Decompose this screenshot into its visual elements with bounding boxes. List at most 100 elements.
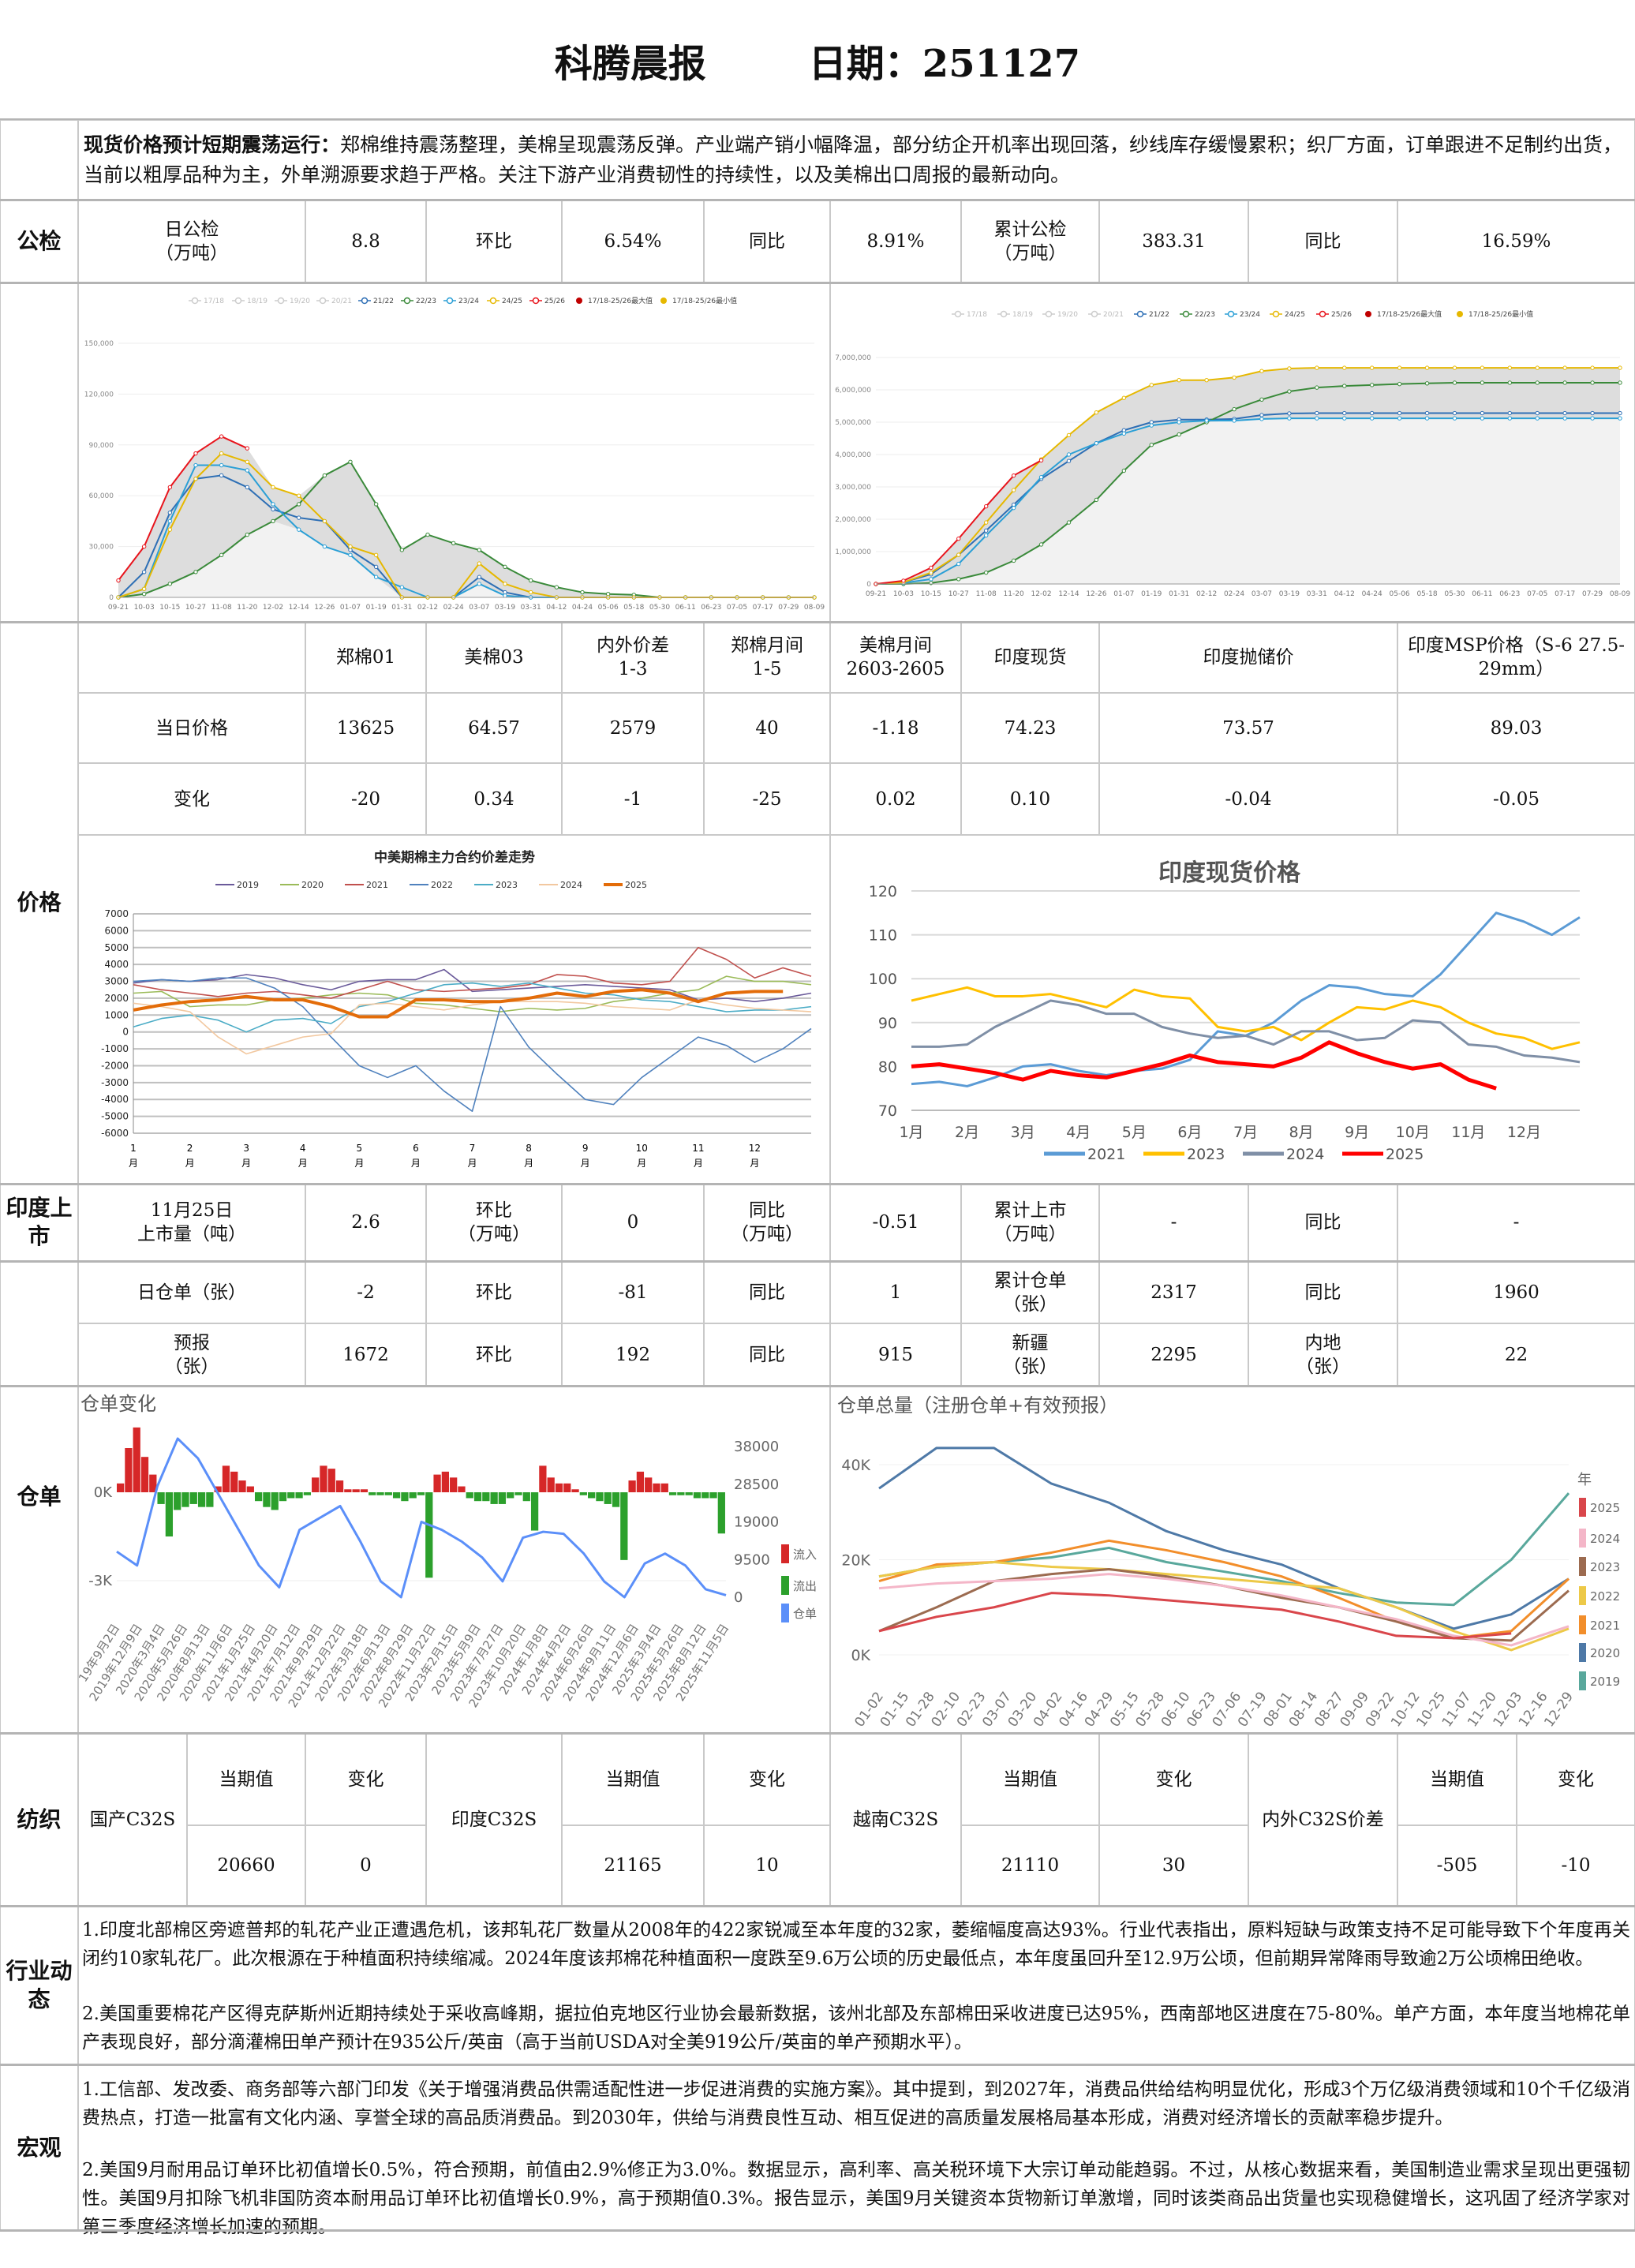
data-point	[1066, 452, 1072, 457]
legend-marker	[234, 297, 242, 305]
data-point	[451, 541, 456, 546]
data-point	[503, 582, 507, 586]
data-point	[322, 544, 327, 549]
table-cell: 40	[704, 693, 830, 763]
data-point	[167, 510, 173, 515]
table-cell: 1960	[1397, 1261, 1635, 1323]
x-tick-label: 01-07	[340, 604, 361, 612]
legend-label: 流出	[793, 1579, 817, 1593]
data-point	[1590, 410, 1595, 416]
legend-swatch	[781, 1576, 789, 1595]
legend-marker	[191, 297, 199, 305]
x-tick-label: 08-09	[1610, 590, 1630, 598]
data-point	[1038, 475, 1044, 480]
legend-label: 19/20	[1057, 311, 1078, 319]
table-cell: -1	[562, 763, 704, 835]
legend-swatch	[1579, 1557, 1586, 1576]
data-point	[1177, 432, 1181, 437]
legend-label: 2024	[1286, 1146, 1324, 1163]
data-point	[477, 574, 482, 579]
chart-title: 仓单总量（注册仓单+有效预报）	[837, 1394, 1118, 1417]
outflow-bar	[604, 1492, 612, 1504]
textile-current-value: 21110	[961, 1825, 1099, 1906]
chart-panel-spread: 中美期棉主力合约价差走势 7000 6000 5000 4000 3000 2000 1000…	[78, 835, 830, 1184]
inflow-bar	[320, 1465, 327, 1492]
min-envelope-band	[876, 418, 1620, 584]
y-tick-label: 60,000	[89, 492, 114, 500]
x-tick-label: 6	[413, 1143, 419, 1154]
legend-label: 2019	[237, 880, 259, 890]
y-tick-label: 4000	[104, 959, 129, 970]
legend-label: 18/19	[247, 298, 268, 305]
x-tick-label: 03-19	[1279, 590, 1300, 598]
data-point	[1066, 520, 1072, 525]
table-cell: 2579	[562, 693, 704, 763]
textile-change-value: 10	[704, 1825, 830, 1906]
series-line-2025	[878, 1592, 1512, 1640]
table-cell: 累计仓单 （张）	[961, 1261, 1099, 1323]
legend-label: 17/18-25/26最小值	[672, 296, 737, 305]
data-point	[1149, 383, 1154, 387]
summary-cell: 现货价格预计短期震荡运行：郑棉维持震荡整理，美棉呈现震荡反弹。产业端产销小幅降温…	[78, 120, 1635, 200]
warehouse-change-chart: 仓单变化0K-3K38000285001900095000流入流出仓单19年9月…	[76, 1393, 817, 1710]
textile-current-label: 当期值	[562, 1733, 704, 1825]
x-tick-label: 1	[130, 1143, 137, 1154]
data-point	[1287, 366, 1292, 371]
data-point	[1177, 420, 1181, 425]
series-line-2020	[133, 975, 812, 1012]
data-point	[956, 577, 961, 582]
table-cell: 0.34	[426, 763, 562, 835]
outflow-bar	[498, 1492, 507, 1504]
data-point	[219, 434, 224, 439]
table-cell: -81	[562, 1261, 704, 1323]
data-point	[929, 577, 933, 582]
legend-swatch	[1579, 1586, 1586, 1605]
x-tick-label: 04-12	[546, 604, 567, 612]
table-cell: 日公检 （万吨）	[78, 200, 305, 283]
y-tick-label: -6000	[101, 1128, 129, 1139]
legend-marker	[1182, 310, 1190, 318]
macro-paragraph: 1.工信部、发改委、商务部等六部门印发《关于增强消费品供需适配性进一步促进消费的…	[82, 2079, 1630, 2128]
legend-label: 2025	[625, 880, 647, 890]
y-tick-label: 4,000,000	[835, 451, 871, 459]
table-cell	[78, 622, 305, 693]
data-point	[984, 520, 989, 525]
data-point	[1094, 497, 1099, 503]
industry-paragraph: 2.美国重要棉花产区得克萨斯州近期持续处于采收高峰期，据拉伯克地区行业协会最新数…	[82, 2004, 1630, 2053]
outflow-bar	[287, 1492, 295, 1499]
data-point	[984, 528, 989, 533]
table-cell: 64.57	[426, 693, 562, 763]
x-tick-label: 09-21	[108, 604, 129, 612]
x-tick-label: 02-24	[443, 604, 464, 612]
x-tick-label: 06-11	[1472, 590, 1492, 598]
data-point	[984, 533, 989, 538]
data-point	[296, 515, 301, 520]
data-point	[929, 570, 933, 575]
outflow-bar	[579, 1492, 587, 1495]
data-point	[1452, 380, 1457, 385]
legend-marker	[1365, 311, 1371, 317]
x-tick-label: 01-31	[391, 604, 412, 612]
inflow-bar	[335, 1480, 344, 1492]
series-line-2021	[911, 911, 1581, 1087]
data-point	[1507, 365, 1512, 370]
data-point	[141, 586, 147, 591]
data-point	[296, 502, 301, 507]
outflow-bar	[677, 1492, 685, 1495]
y-tick-label: 0	[122, 1027, 129, 1038]
left-y-tick-label: 0K	[94, 1484, 113, 1501]
inflow-bar	[539, 1465, 547, 1492]
data-point	[116, 578, 121, 583]
data-point	[929, 565, 933, 571]
table-cell: 0	[562, 1184, 704, 1261]
x-tick-label: 10	[636, 1143, 648, 1154]
data-point	[167, 485, 173, 490]
legend-label: 2023	[1187, 1146, 1225, 1163]
legend-label: 17/18	[204, 298, 224, 305]
table-cell: 915	[830, 1323, 961, 1386]
textile-product-label: 越南C32S	[830, 1733, 961, 1906]
data-point	[1369, 410, 1375, 416]
inflow-bar	[125, 1448, 133, 1492]
spread-chart: 中美期棉主力合约价差走势 7000 6000 5000 4000 3000 2000 1000…	[101, 849, 812, 1169]
series-line-24-25	[875, 367, 1620, 585]
